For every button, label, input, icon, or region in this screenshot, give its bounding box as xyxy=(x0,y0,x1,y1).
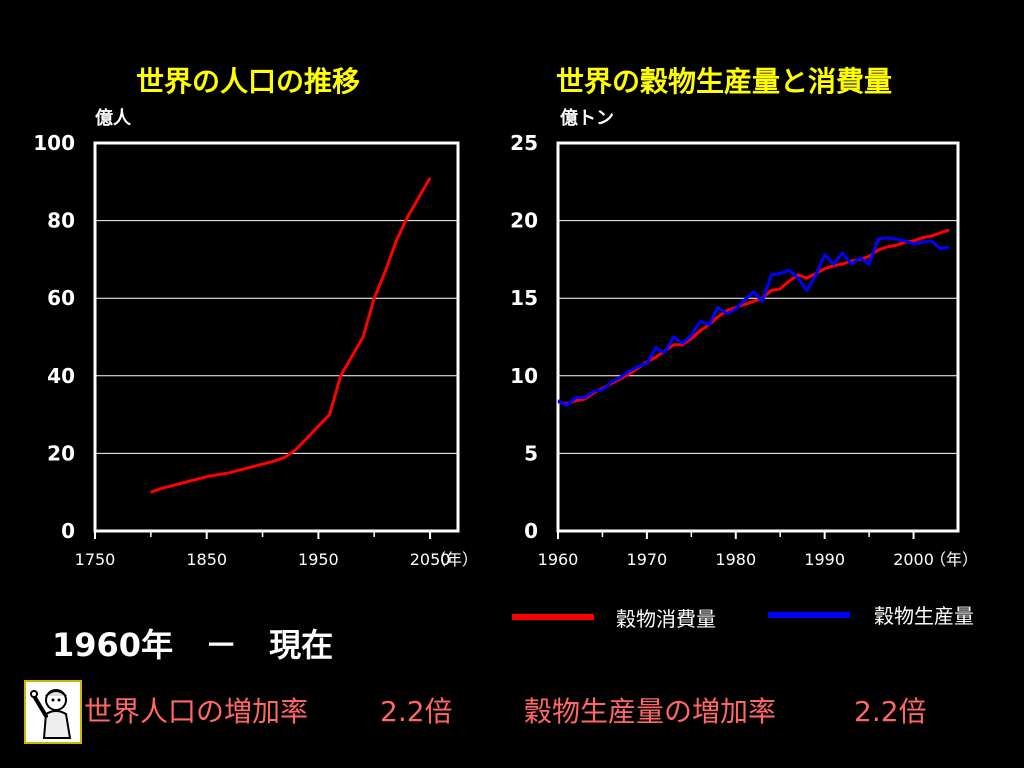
population-chart-title: 世界の人口の推移 xyxy=(136,65,361,98)
grain-x-tick-label: 1980 xyxy=(715,550,756,569)
population-y-unit: 億人 xyxy=(95,108,131,129)
grain-y-tick-label: 5 xyxy=(524,441,538,465)
grain-rate-value: 2.2倍 xyxy=(854,695,927,728)
grain-chart-title: 世界の穀物生産量と消費量 xyxy=(556,65,893,98)
legend-consumption-swatch xyxy=(512,614,594,620)
grain-rate-label: 穀物生産量の増加率 xyxy=(524,695,777,728)
population-rate-value: 2.2倍 xyxy=(380,695,453,728)
grain-x-tick-label: 1960 xyxy=(538,550,579,569)
grain-x-unit-label: （年） xyxy=(930,550,978,569)
legend-consumption-label: 穀物消費量 xyxy=(616,607,716,631)
grain-y-tick-label: 25 xyxy=(510,131,538,155)
population-y-tick-label: 0 xyxy=(61,519,75,543)
population-y-tick-label: 40 xyxy=(47,364,75,388)
period-label: 1960年 － 現在 xyxy=(52,626,334,664)
grain-series-line-1 xyxy=(557,228,950,406)
grain-y-tick-label: 10 xyxy=(510,364,538,388)
grain-y-tick-label: 15 xyxy=(510,286,538,310)
population-rate-label: 世界人口の増加率 xyxy=(84,695,309,728)
grain-chart: 0 5 10 15 20 25 1960 1970 1980 1990 2000（年） xyxy=(510,131,978,569)
grain-plot-frame xyxy=(556,141,960,533)
mascot-icon xyxy=(24,680,82,744)
grain-x-tick-label: 1970 xyxy=(627,550,668,569)
grain-x-tick-label: 2000 xyxy=(893,550,934,569)
population-plot-frame xyxy=(93,141,460,533)
population-x-tick-label: 1950 xyxy=(298,550,339,569)
grain-x-tick-label: 1990 xyxy=(804,550,845,569)
population-y-tick-label: 80 xyxy=(47,209,75,233)
population-y-tick-label: 100 xyxy=(33,131,75,155)
grain-series-line-2 xyxy=(557,236,950,407)
population-x-tick-label: 2050 xyxy=(410,550,451,569)
population-y-tick-label: 20 xyxy=(47,441,75,465)
population-x-tick-label: 1850 xyxy=(186,550,227,569)
population-y-tick-label: 60 xyxy=(47,286,75,310)
population-x-unit-label: （年） xyxy=(430,550,478,569)
population-series-line-1 xyxy=(150,177,432,494)
grain-y-unit: 億トン xyxy=(560,108,614,129)
legend-production-label: 穀物生産量 xyxy=(874,604,974,628)
population-x-tick-label: 1750 xyxy=(75,550,116,569)
legend-production-swatch xyxy=(768,612,850,618)
population-chart: 0 20 40 60 80 100 1750 1850 1950 2050（年） xyxy=(33,131,478,569)
grain-y-tick-label: 20 xyxy=(510,209,538,233)
grain-y-tick-label: 0 xyxy=(524,519,538,543)
